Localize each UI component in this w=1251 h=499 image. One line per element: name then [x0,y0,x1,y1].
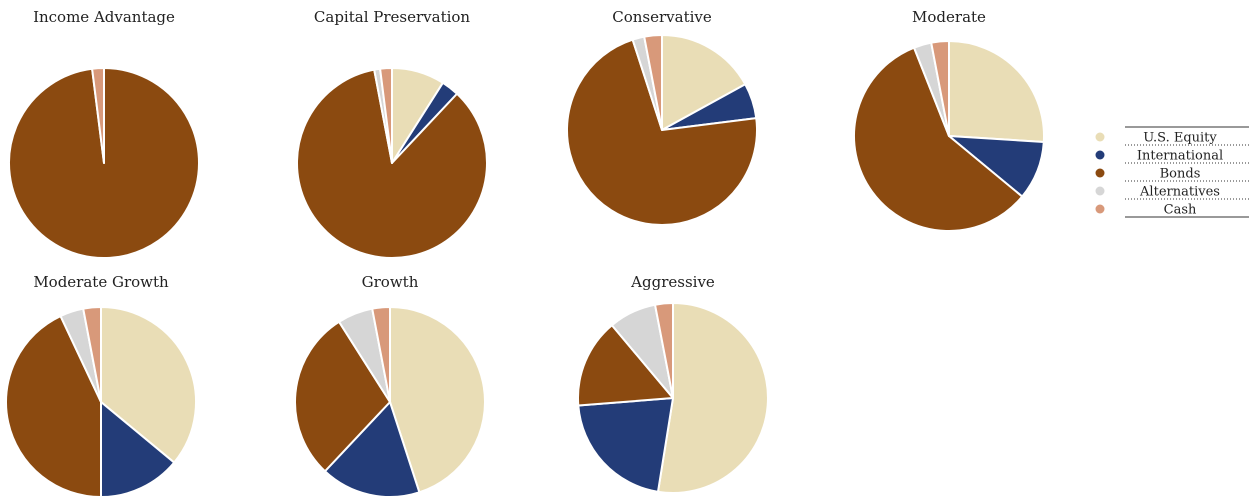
legend-item: Bonds [1095,167,1249,182]
pie-title: Moderate [912,8,986,26]
pie-chart: Income Advantage [8,8,200,259]
pie-slice-bonds [294,320,391,473]
legend-swatch [1095,186,1105,196]
pie-slice-us_equity [656,302,769,494]
legend: U.S. Equity International Bonds Alternative… [1095,126,1249,218]
pie-slice-cash [91,67,105,164]
legend-item: Cash [1095,203,1249,218]
pie-slice-cash [654,302,674,399]
legend-item: U.S. Equity [1095,131,1249,146]
legend-swatch [1095,132,1105,142]
legend-item: International [1095,149,1249,164]
pie-grid: Income Advantage Capital Preservation Cons… [5,8,1045,498]
legend-label: Alternatives [1139,185,1220,200]
pie-slice-international [100,401,176,498]
pie-slice-bonds [577,324,674,407]
pie-slice-us_equity [661,34,747,131]
pie-slice-us_equity [389,306,486,494]
pie-chart: Aggressive [577,273,769,494]
legend-label: Bonds [1160,167,1201,182]
pie-chart: Growth [294,273,486,498]
pie-slice-cash [643,33,663,131]
pie-slice-cash [930,39,950,137]
pie-chart: Moderate Growth [5,273,197,498]
pie-slice-us_equity [100,306,197,464]
pie-title: Moderate Growth [33,273,169,291]
pie-title: Conservative [612,8,712,26]
pie-chart: Moderate [853,8,1045,232]
pie-slice-bonds [853,46,1024,232]
pie-slice-bonds [566,38,758,226]
pie-slice-us_equity [948,40,1045,143]
pie-title: Capital Preservation [314,8,471,26]
pie-slice-cash [371,305,391,403]
pie-slice-international [323,401,421,498]
pie-title: Growth [362,273,419,291]
pie-chart: Conservative [566,8,758,226]
legend-label: International [1137,149,1223,164]
pie-slice-cash [379,67,393,164]
pie-title: Income Advantage [33,8,175,26]
pie-title: Aggressive [630,273,715,291]
pie-slice-bonds [5,315,102,498]
pie-chart: Capital Preservation [296,8,488,259]
legend-swatch [1095,204,1105,214]
legend-item: Alternatives [1095,185,1249,200]
pie-slice-cash [82,305,102,403]
legend-label: U.S. Equity [1143,131,1217,146]
legend-swatch [1095,168,1105,178]
pie-slice-international [577,397,674,493]
legend-swatch [1095,150,1105,160]
legend-label: Cash [1164,203,1197,218]
